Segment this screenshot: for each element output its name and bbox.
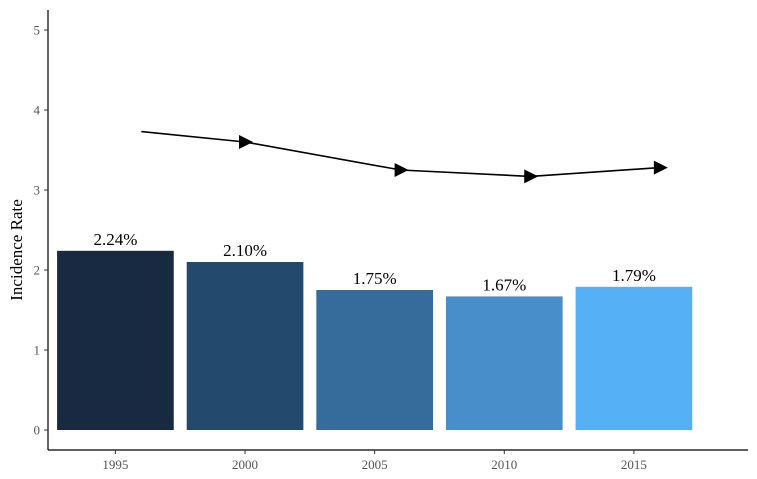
bar-2015 bbox=[575, 286, 693, 430]
x-tick-label-2010: 2010 bbox=[491, 457, 517, 472]
data-label-2015: 1.79% bbox=[612, 266, 656, 285]
bar-2000 bbox=[186, 262, 304, 430]
bar-2010 bbox=[445, 296, 563, 430]
y-tick-label-4: 4 bbox=[34, 103, 41, 118]
x-tick-label-1995: 1995 bbox=[102, 457, 128, 472]
data-label-2000: 2.10% bbox=[223, 241, 267, 260]
trend-marker-2011 bbox=[524, 169, 539, 184]
trend-line-group bbox=[141, 130, 668, 184]
trend-marker-2006 bbox=[394, 163, 409, 177]
y-tick-label-0: 0 bbox=[34, 423, 41, 438]
y-tick-label-2: 2 bbox=[34, 263, 41, 278]
data-label-2010: 1.67% bbox=[482, 275, 526, 294]
x-tick-label-2000: 2000 bbox=[232, 457, 258, 472]
bars-group bbox=[57, 250, 693, 430]
data-labels-group: 2.24% 2.10% 1.75% 1.67% 1.79% bbox=[93, 230, 655, 295]
bar-2005 bbox=[316, 290, 433, 430]
axes-group: 0 1 2 3 4 5 1995 2000 2005 2010 2015 bbox=[34, 10, 748, 472]
x-tick-label-2015: 2015 bbox=[621, 457, 647, 472]
y-tick-label-1: 1 bbox=[34, 343, 41, 358]
bar-1995 bbox=[57, 250, 174, 430]
data-label-1995: 2.24% bbox=[93, 230, 137, 249]
y-axis-label: Incidence Rate bbox=[7, 199, 26, 300]
y-tick-label-3: 3 bbox=[34, 183, 41, 198]
trend-marker-2016 bbox=[653, 160, 668, 175]
trend-marker-2000 bbox=[239, 135, 254, 149]
x-tick-label-2005: 2005 bbox=[362, 457, 388, 472]
data-label-2005: 1.75% bbox=[353, 269, 397, 288]
y-tick-label-5: 5 bbox=[34, 23, 41, 38]
